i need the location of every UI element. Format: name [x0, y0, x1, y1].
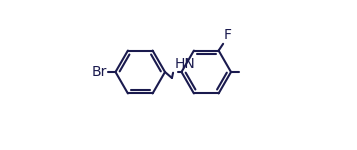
- Text: Br: Br: [92, 65, 107, 79]
- Text: HN: HN: [175, 57, 195, 70]
- Text: F: F: [224, 28, 232, 42]
